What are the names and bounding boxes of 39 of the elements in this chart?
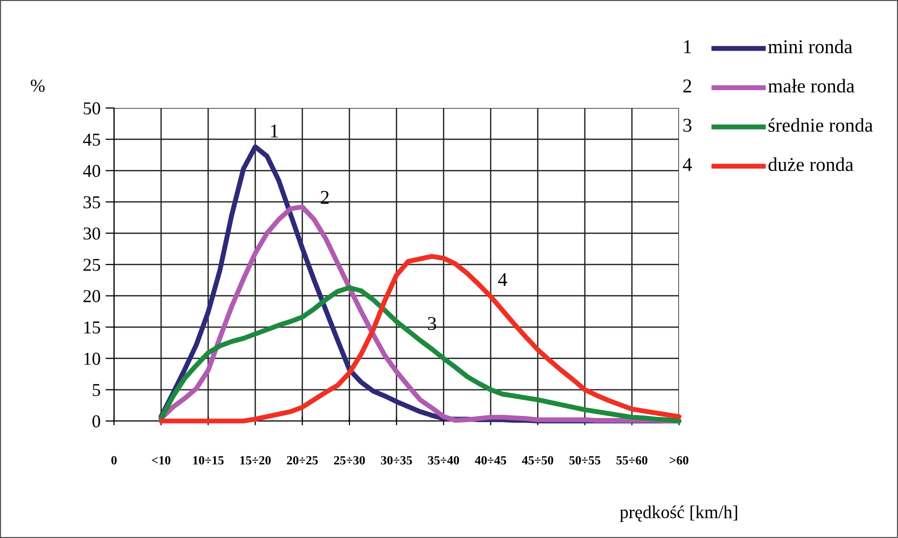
legend-label: małe ronda <box>768 78 854 93</box>
annotation: 2 <box>320 190 329 204</box>
x-tick-label: 10÷15 <box>193 456 224 465</box>
y-tick-label: 50 <box>84 102 100 114</box>
x-tick-label: 25÷30 <box>334 456 365 465</box>
text: 1 <box>684 40 692 54</box>
y-tick-label: 5 <box>92 384 100 396</box>
x-tick-label: 20÷25 <box>286 456 318 465</box>
y-axis-title: % <box>30 80 45 92</box>
x-tick-label: 40÷45 <box>474 456 506 465</box>
x-tick-label: 45÷50 <box>522 456 554 465</box>
text: 3 <box>683 118 692 132</box>
x-tick-label: 35÷40 <box>428 456 460 465</box>
y-tick-label: 10 <box>84 352 100 365</box>
y-tick-label: 45 <box>83 134 100 146</box>
x-axis-title: prędkość [km/h] <box>620 506 738 522</box>
y-tick-label: 35 <box>84 196 100 208</box>
line-series <box>158 254 682 424</box>
x-tick-label: 0 <box>111 456 117 465</box>
annotation: 4 <box>498 273 508 286</box>
y-tick-label: 25 <box>84 258 100 271</box>
line-series <box>158 285 682 424</box>
y-tick-label: 20 <box>84 290 100 302</box>
x-tick-label: <10 <box>152 456 170 465</box>
legend-label: mini ronda <box>768 40 852 54</box>
legend-label: duże ronda <box>768 157 854 172</box>
x-tick-label: 15÷20 <box>240 456 271 465</box>
text: 4 <box>682 158 692 171</box>
x-tick-label: 50÷55 <box>569 456 600 465</box>
x-tick-label: 30÷35 <box>381 456 412 465</box>
x-tick-label: 55÷60 <box>616 456 648 465</box>
annotation: 1 <box>271 124 278 138</box>
y-tick-label: 30 <box>84 227 100 240</box>
x-tick-label: >60 <box>670 456 688 465</box>
y-tick-label: 0 <box>92 415 100 428</box>
text: 2 <box>683 79 692 92</box>
y-tick-label: 40 <box>83 164 100 178</box>
y-tick-label: 15 <box>84 321 100 334</box>
legend-label: średnie ronda <box>768 118 873 132</box>
